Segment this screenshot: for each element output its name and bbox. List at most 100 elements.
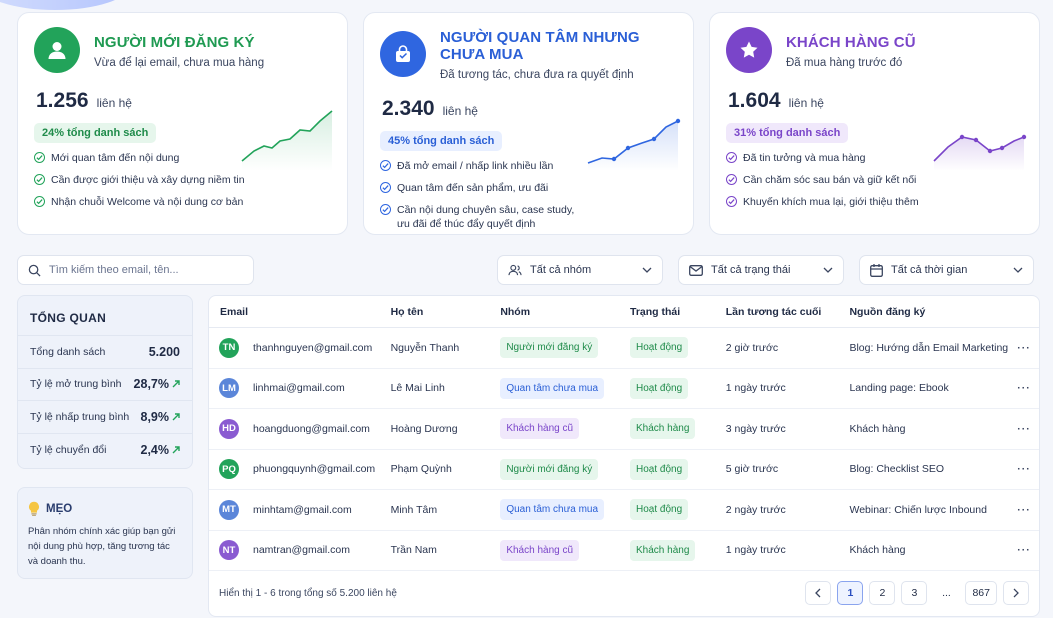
chevron-right-icon	[1013, 588, 1019, 598]
pagination-summary: Hiển thị 1 - 6 trong tổng số 5.200 liên …	[219, 587, 397, 599]
cell-group: Người mới đăng ký	[500, 458, 630, 480]
sparkline-area	[588, 121, 678, 171]
group-badge: Người mới đăng ký	[500, 458, 599, 480]
sparkline-point	[999, 145, 1005, 151]
table-row[interactable]: LM linhmai@gmail.com Lê Mai Linh Quan tâm c…	[209, 369, 1039, 409]
card-bullets: Đã tin tưởng và mua hàng Cần chăm sóc sa…	[726, 151, 1023, 209]
contacts-table: Email Họ tên Nhóm Trạng thái Lần tương t…	[208, 295, 1040, 617]
prev-page-button[interactable]	[805, 581, 832, 605]
cell-group: Khách hàng cũ	[500, 539, 630, 561]
more-options-icon[interactable]: ···	[1017, 422, 1031, 435]
card-subtitle: Vừa để lại email, chưa mua hàng	[94, 56, 265, 69]
group-badge: Quan tâm chưa mua	[500, 499, 605, 521]
cell-name: Nguyễn Thanh	[390, 341, 460, 354]
sparkline-point	[625, 145, 631, 151]
col-source[interactable]: Nguồn đăng ký	[849, 305, 926, 318]
table-row[interactable]: HD hoangduong@gmail.com Hoàng Dương Khách h…	[209, 409, 1039, 450]
cell-email: MT minhtam@gmail.com	[209, 499, 391, 520]
cell-last-interaction: 2 giờ trước	[725, 341, 779, 354]
check-circle-icon	[380, 204, 391, 215]
table-row[interactable]: TN thanhnguyen@gmail.com Nguyễn Thanh Người…	[209, 328, 1039, 369]
status-badge: Hoạt động	[630, 458, 689, 480]
col-status[interactable]: Trạng thái	[630, 305, 681, 318]
sparkline-chart	[587, 118, 681, 171]
filter-time-dropdown[interactable]: Tất cả thời gian	[859, 255, 1034, 285]
filter-group-dropdown[interactable]: Tất cả nhóm	[497, 255, 663, 285]
bullet-item: Đã tin tưởng và mua hàng	[726, 151, 1023, 165]
page-button[interactable]: 1	[837, 581, 864, 605]
email-text[interactable]: minhtam@gmail.com	[253, 503, 352, 516]
cell-last-interaction: 3 ngày trước	[725, 422, 786, 435]
bullet-item: Cần nội dung chuyên sâu, case study, ưu …	[380, 203, 677, 231]
card-title: NGƯỜI MỚI ĐĂNG KÝ	[94, 33, 255, 51]
search-input[interactable]	[49, 264, 239, 276]
col-name[interactable]: Họ tên	[390, 305, 424, 318]
card-bullets: Mới quan tâm đến nội dung Cần được giới …	[34, 151, 331, 209]
cell-last-interaction: 2 ngày trước	[725, 503, 786, 516]
more-options-icon[interactable]: ···	[1017, 503, 1031, 516]
email-text[interactable]: thanhnguyen@gmail.com	[253, 341, 373, 354]
page-button[interactable]: 2	[869, 581, 896, 605]
cell-source: Khách hàng	[849, 422, 906, 435]
sparkline-area	[934, 137, 1024, 171]
next-page-button[interactable]	[1003, 581, 1029, 605]
cell-name: Phạm Quỳnh	[390, 463, 452, 476]
bullet-item: Cần chăm sóc sau bán và giữ kết nối	[726, 173, 1023, 187]
col-group[interactable]: Nhóm	[500, 305, 531, 318]
users-icon	[508, 264, 522, 276]
page-ellipsis: ...	[942, 587, 951, 599]
status-badge: Hoạt động	[630, 499, 689, 521]
chevron-left-icon	[815, 588, 821, 598]
email-text[interactable]: hoangduong@gmail.com	[253, 422, 370, 435]
cell-email: HD hoangduong@gmail.com	[209, 418, 391, 439]
table-row[interactable]: MT minhtam@gmail.com Minh Tâm Quan tâm chưa…	[209, 490, 1039, 531]
card-new-subscribers[interactable]: NGƯỜI MỚI ĐĂNG KÝ Vừa để lại email, chưa…	[17, 12, 348, 235]
email-text[interactable]: phuongquynh@gmail.com	[253, 463, 376, 476]
status-badge: Hoạt động	[630, 337, 689, 359]
more-options-icon[interactable]: ···	[1017, 544, 1031, 557]
table-row[interactable]: NT namtran@gmail.com Trần Nam Khách hàng cũ…	[209, 531, 1039, 571]
page-button[interactable]: 867	[965, 581, 997, 605]
check-circle-icon	[380, 182, 391, 193]
table-header: Email Họ tên Nhóm Trạng thái Lần tương t…	[209, 296, 1039, 328]
avatar: TN	[219, 337, 239, 358]
more-options-icon[interactable]: ···	[1017, 463, 1031, 476]
avatar: MT	[219, 499, 239, 520]
avatar: LM	[219, 378, 239, 399]
cell-last-interaction: 1 ngày trước	[725, 544, 786, 557]
tips-text: Phân nhóm chính xác giúp bạn gửi nội dun…	[28, 526, 176, 567]
check-circle-icon	[726, 196, 737, 207]
card-count: 1.604 liên hệ	[728, 89, 824, 112]
card-returning-customers[interactable]: KHÁCH HÀNG CŨ Đã mua hàng trước đó 1.604…	[709, 12, 1040, 235]
cell-source: Blog: Checklist SEO	[849, 463, 945, 476]
filter-status-label: Tất cả trạng thái	[711, 264, 791, 276]
col-email[interactable]: Email	[220, 305, 249, 318]
bullet-item: Khuyến khích mua lại, giới thiệu thêm	[726, 195, 1023, 209]
chevron-down-icon	[823, 267, 833, 273]
email-text[interactable]: namtran@gmail.com	[253, 544, 351, 557]
cell-source: Webinar: Chiến lược Inbound	[849, 503, 987, 516]
filter-status-dropdown[interactable]: Tất cả trạng thái	[678, 255, 844, 285]
page-button[interactable]: 3	[901, 581, 928, 605]
cell-source: Landing page: Ebook	[849, 382, 949, 395]
calendar-icon	[870, 263, 883, 277]
cell-source: Khách hàng	[849, 544, 906, 557]
cell-status: Khách hàng	[630, 539, 726, 561]
more-options-icon[interactable]: ···	[1017, 341, 1031, 354]
check-circle-icon	[34, 152, 45, 163]
col-last-interaction[interactable]: Lần tương tác cuối	[725, 305, 822, 318]
email-text[interactable]: linhmai@gmail.com	[253, 382, 345, 395]
cell-name: Minh Tâm	[390, 503, 438, 516]
sparkline-area	[242, 111, 332, 171]
overview-row-open-rate: Tỷ lệ mở trung bình 28,7%	[18, 369, 192, 401]
sparkline-point	[987, 148, 993, 154]
cell-status: Hoạt động	[630, 337, 726, 359]
card-interested-not-bought[interactable]: NGƯỜI QUAN TÂM NHƯNG CHƯA MUA Đã tương t…	[363, 12, 694, 235]
table-row[interactable]: PQ phuongquynh@gmail.com Phạm Quỳnh Người m…	[209, 450, 1039, 490]
check-circle-icon	[34, 196, 45, 207]
bullet-item: Quan tâm đến sản phẩm, ưu đãi	[380, 181, 677, 195]
cell-group: Quan tâm chưa mua	[500, 377, 630, 399]
search-box[interactable]	[17, 255, 254, 285]
overview-row-conversion-rate: Tỷ lệ chuyển đổi 2,4%	[18, 434, 192, 467]
more-options-icon[interactable]: ···	[1017, 382, 1031, 395]
